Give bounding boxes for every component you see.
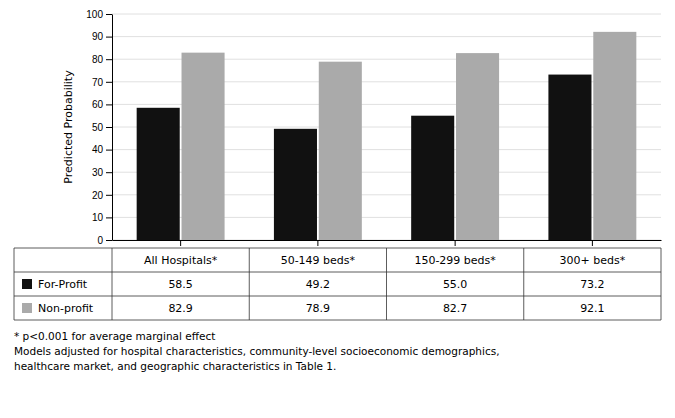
y-tick-mark	[106, 127, 112, 128]
chart: 0 10 20 30 40 50 60 70 80 90 100 Predicted Probabil…	[0, 0, 675, 418]
y-tick: 10	[92, 212, 112, 223]
table-rule	[14, 320, 661, 321]
y-axis-title: Predicted Probability	[62, 70, 75, 184]
table-rule	[249, 248, 250, 320]
y-tick: 60	[92, 99, 112, 110]
y-tick-mark	[106, 37, 112, 38]
table-rule	[14, 272, 661, 273]
legend-label: Non-profit	[38, 302, 94, 315]
table-header: All Hospitals*	[144, 254, 218, 267]
data-label: 92.1	[580, 302, 605, 315]
y-tick: 80	[92, 54, 112, 65]
grid-line	[112, 36, 661, 37]
x-tick	[180, 240, 181, 246]
y-tick: 90	[92, 31, 112, 42]
table-rule	[14, 248, 661, 249]
x-tick-mark	[592, 240, 593, 246]
y-tick: 20	[92, 190, 112, 201]
y-tick-mark	[106, 14, 112, 15]
y-tick-label: 30	[92, 167, 104, 178]
y-tick-mark	[106, 82, 112, 83]
y-tick: 40	[92, 144, 112, 155]
bar	[593, 32, 636, 240]
table-rule	[14, 248, 15, 320]
y-tick-mark	[106, 172, 112, 173]
legend-swatch	[22, 303, 32, 313]
y-tick-label: 50	[92, 122, 104, 133]
y-tick-mark	[106, 59, 112, 60]
y-tick: 0	[97, 235, 112, 246]
y-axis: 0 10 20 30 40 50 60 70 80 90 100	[86, 9, 112, 246]
y-tick-mark	[106, 150, 112, 151]
table-header: 150-299 beds*	[414, 254, 496, 267]
y-tick-label: 70	[92, 77, 104, 88]
y-tick-mark	[106, 195, 112, 196]
data-label: 73.2	[580, 278, 605, 291]
data-label: 82.7	[443, 302, 468, 315]
table-rule	[14, 296, 661, 297]
bar	[137, 108, 180, 240]
data-label: 49.2	[306, 278, 331, 291]
bar	[274, 129, 317, 240]
x-tick	[592, 240, 593, 246]
bar	[319, 62, 362, 240]
y-tick-label: 20	[92, 190, 104, 201]
table-header: 50-149 beds*	[281, 254, 356, 267]
bars	[137, 32, 637, 240]
legend-label: For-Profit	[38, 278, 88, 291]
grid-line	[112, 14, 661, 15]
legend-swatch	[22, 279, 32, 289]
x-tick-mark	[317, 240, 318, 246]
y-tick: 30	[92, 167, 112, 178]
y-tick-label: 40	[92, 144, 104, 155]
x-axis	[113, 240, 662, 246]
y-axis-line	[112, 15, 113, 241]
x-axis-line	[113, 240, 662, 241]
bar	[456, 53, 499, 240]
y-tick: 50	[92, 122, 112, 133]
bar	[182, 53, 225, 240]
table-header: 300+ beds*	[560, 254, 626, 267]
x-tick-mark	[180, 240, 181, 246]
footnote: * p<0.001 for average marginal effect	[14, 330, 215, 342]
x-tick	[455, 240, 456, 246]
y-tick-mark	[106, 240, 112, 241]
data-label: 55.0	[443, 278, 468, 291]
data-label: 58.5	[168, 278, 193, 291]
y-tick-label: 90	[92, 31, 104, 42]
footnote: Models adjusted for hospital characteris…	[14, 345, 500, 357]
y-tick-label: 100	[86, 9, 103, 20]
footnote: healthcare market, and geographic charac…	[14, 360, 336, 372]
table-rule	[112, 248, 113, 320]
y-tick: 70	[92, 77, 112, 88]
x-tick	[317, 240, 318, 246]
y-tick-mark	[106, 104, 112, 105]
bar	[411, 116, 454, 240]
y-tick-label: 60	[92, 99, 104, 110]
data-table: All Hospitals* 50-149 beds* 150-299 beds* 3…	[14, 248, 661, 320]
y-tick-label: 80	[92, 54, 104, 65]
table-rule	[661, 248, 662, 320]
footnotes: * p<0.001 for average marginal effect Mod…	[14, 330, 500, 372]
table-rule	[523, 248, 524, 320]
x-tick-mark	[455, 240, 456, 246]
y-tick-label: 10	[92, 212, 104, 223]
data-label: 78.9	[306, 302, 331, 315]
grid	[112, 14, 661, 240]
table-rule	[386, 248, 387, 320]
bar	[548, 75, 591, 240]
data-label: 82.9	[168, 302, 193, 315]
y-tick-mark	[106, 217, 112, 218]
y-tick: 100	[86, 9, 112, 20]
y-tick-label: 0	[97, 235, 103, 246]
